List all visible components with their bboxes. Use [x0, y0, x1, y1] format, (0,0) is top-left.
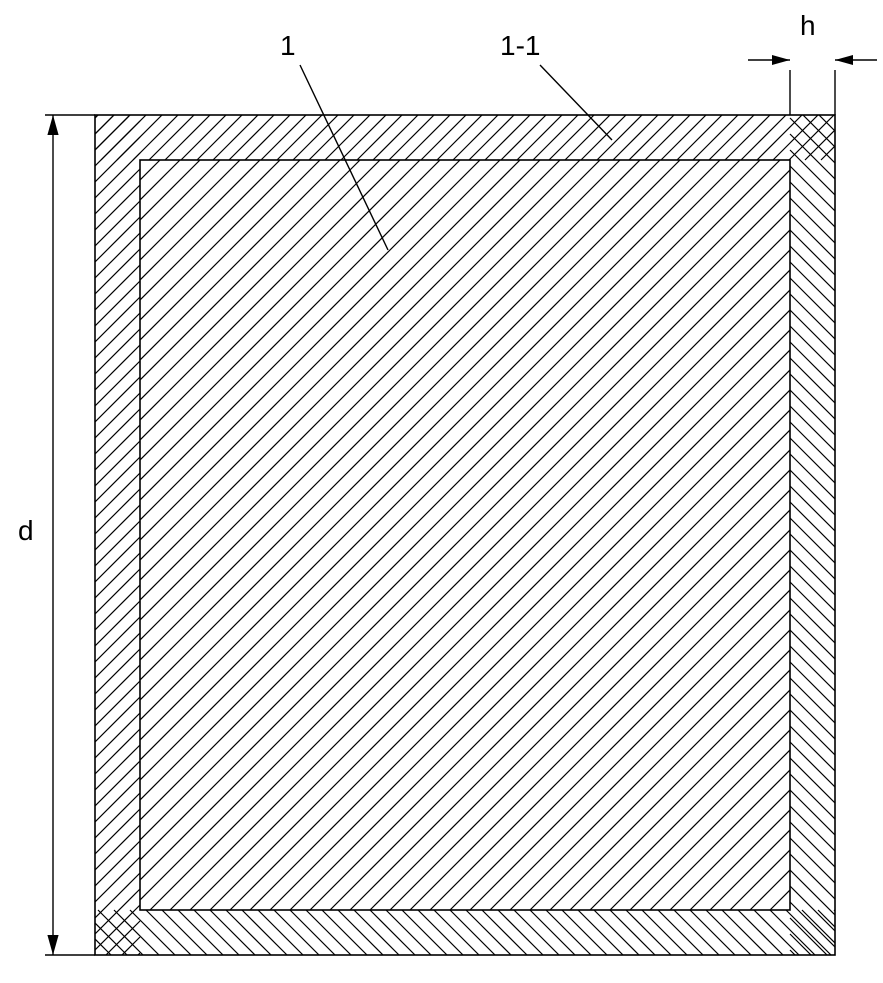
callout-0-label: 1	[280, 30, 296, 61]
callout-1-label: 1-1	[500, 30, 540, 61]
dim-h-label: h	[800, 10, 816, 41]
dim-d-label: d	[18, 515, 34, 546]
